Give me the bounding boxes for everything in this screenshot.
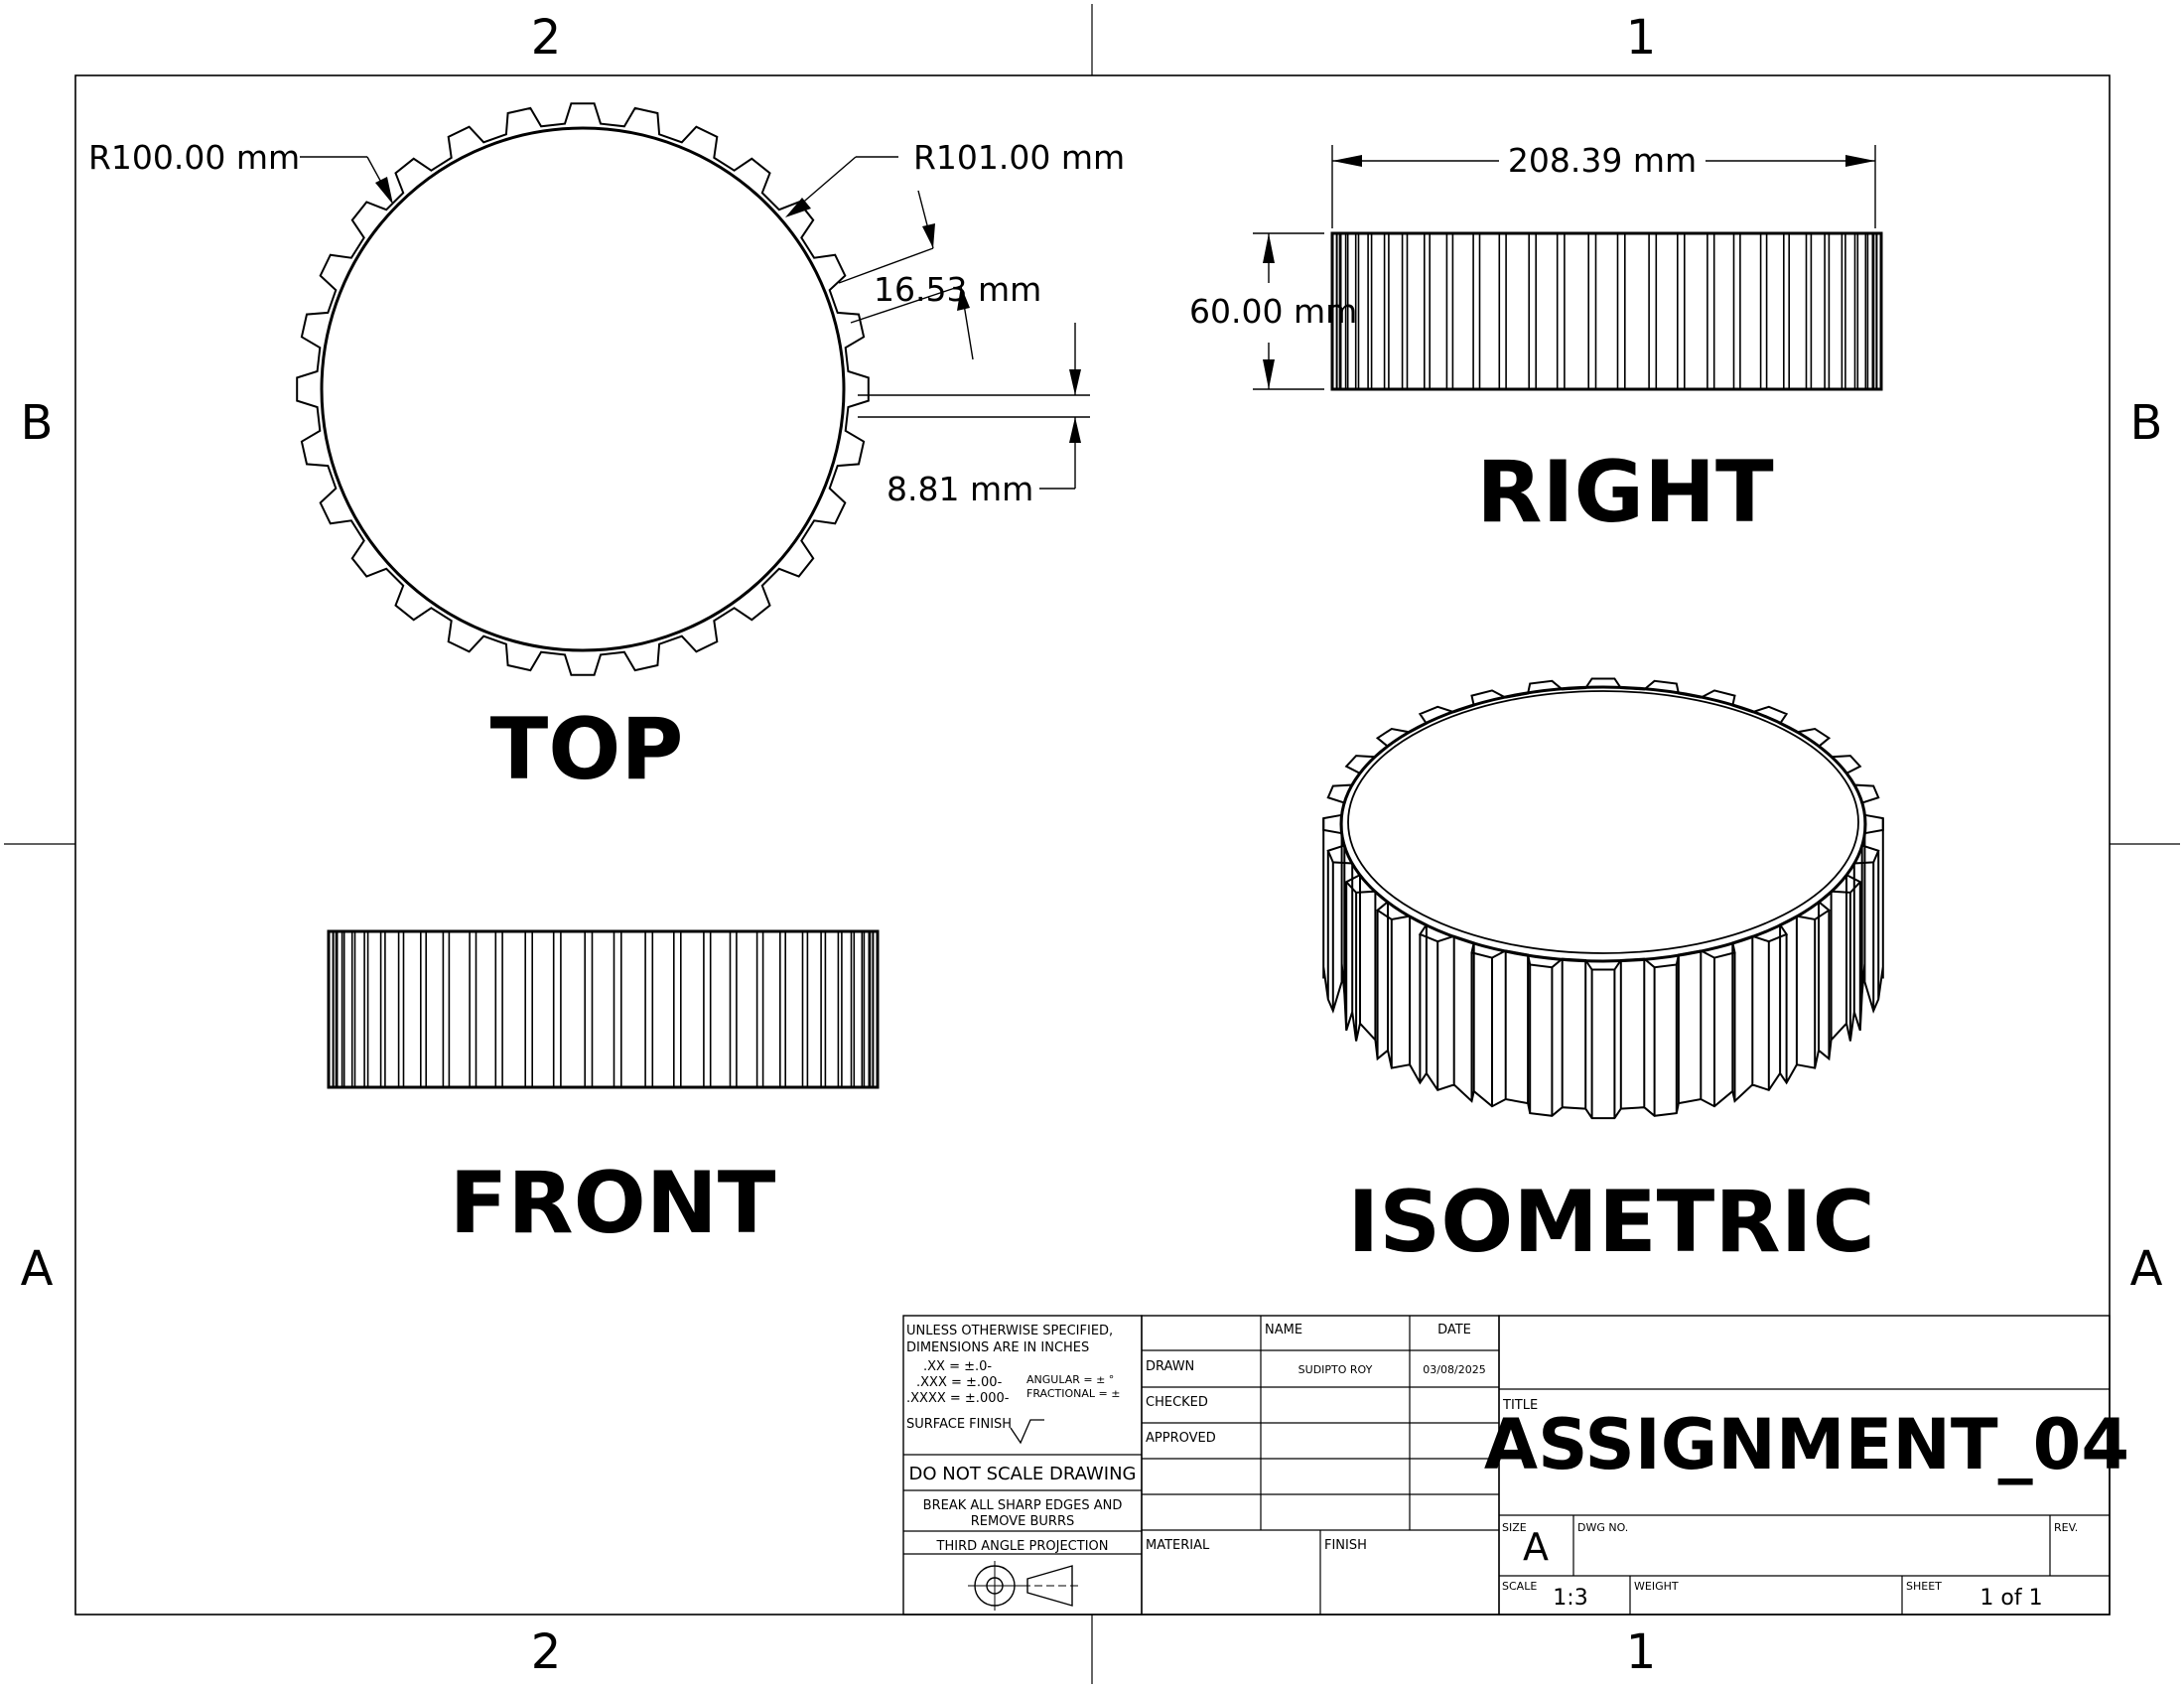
- zone-label-right-a: A: [2130, 1241, 2163, 1297]
- tb-sheet: 1 of 1: [1979, 1586, 2042, 1611]
- view-label-front: FRONT: [450, 1154, 776, 1253]
- tb-fractional: FRACTIONAL = ±: [1026, 1387, 1120, 1400]
- isometric-inner-rim: [1347, 690, 1859, 954]
- tb-title-label: TITLE: [1502, 1398, 1538, 1413]
- top-view: [296, 102, 870, 676]
- dim-diameter: 208.39 mm: [1508, 141, 1697, 180]
- tb-drawn-date: 03/08/2025: [1423, 1363, 1485, 1376]
- isometric-top-gear-outline: [1322, 677, 1884, 971]
- tb-projection: THIRD ANGLE PROJECTION: [936, 1539, 1109, 1554]
- zone-label-top-2: 2: [531, 10, 562, 66]
- view-label-right: RIGHT: [1476, 443, 1774, 542]
- tb-scale-label: SCALE: [1502, 1580, 1537, 1593]
- zone-label-right-b: B: [2130, 395, 2163, 451]
- top-view-inner-circle: [320, 126, 846, 652]
- view-label-isometric: ISOMETRIC: [1347, 1173, 1874, 1272]
- dim-tooth-width: 16.53 mm: [874, 270, 1041, 309]
- top-view-gear-outline: [296, 102, 870, 676]
- tb-scale: 1:3: [1553, 1586, 1587, 1611]
- dim-r100: R100.00 mm: [88, 138, 300, 177]
- tb-rev-label: REV.: [2054, 1521, 2078, 1534]
- tb-tol-xxx: .XXX = ±.00-: [916, 1375, 1003, 1390]
- tb-header-name: NAME: [1265, 1323, 1302, 1337]
- right-view-outline: [1330, 231, 1883, 391]
- zone-label-top-1: 1: [1626, 10, 1657, 66]
- tb-dwg-no-label: DWG NO.: [1577, 1521, 1628, 1534]
- dim-height: 60.00 mm: [1189, 292, 1357, 331]
- tb-break-edges-2: REMOVE BURRS: [971, 1514, 1074, 1529]
- right-view-dimensions: 208.39 mm 60.00 mm: [1189, 141, 1876, 390]
- isometric-inner-face: [1339, 685, 1867, 963]
- right-view: [1330, 231, 1883, 391]
- dim-r101: R101.00 mm: [913, 138, 1125, 177]
- front-view-ribs: [332, 931, 875, 1087]
- zone-label-left-b: B: [21, 395, 54, 451]
- tb-break-edges-1: BREAK ALL SHARP EDGES AND: [923, 1498, 1123, 1513]
- zone-label-left-a: A: [21, 1241, 54, 1297]
- tb-surface-finish: SURFACE FINISH: [906, 1417, 1012, 1432]
- surface-finish-symbol: [1010, 1419, 1044, 1445]
- isometric-side-faces: [1322, 814, 1884, 1120]
- tb-row-checked: CHECKED: [1146, 1395, 1208, 1410]
- front-view-outline: [327, 929, 880, 1089]
- tb-size-label: SIZE: [1502, 1521, 1527, 1534]
- tb-note-line1: UNLESS OTHERWISE SPECIFIED,: [906, 1324, 1113, 1338]
- tb-drawn-name: SUDIPTO ROY: [1298, 1363, 1373, 1376]
- top-view-dimensions: R100.00 mm R101.00 mm 16.53 mm 8.81 mm: [88, 138, 1125, 508]
- tb-finish-label: FINISH: [1324, 1538, 1367, 1553]
- dim-tooth-depth: 8.81 mm: [887, 470, 1033, 508]
- tb-note-line2: DIMENSIONS ARE IN INCHES: [906, 1340, 1089, 1355]
- third-angle-projection-icon: [968, 1561, 1078, 1611]
- front-view: [327, 929, 880, 1089]
- tb-do-not-scale: DO NOT SCALE DRAWING: [908, 1464, 1136, 1484]
- tb-tol-xxxx: .XXXX = ±.000-: [906, 1391, 1010, 1406]
- isometric-view: [1322, 677, 1884, 1120]
- right-view-ribs: [1335, 233, 1878, 389]
- tb-material-label: MATERIAL: [1146, 1538, 1210, 1553]
- tb-tol-xx: .XX = ±.0-: [923, 1359, 992, 1374]
- tb-angular: ANGULAR = ± °: [1026, 1373, 1114, 1386]
- tb-size: A: [1523, 1525, 1549, 1569]
- view-label-top: TOP: [490, 700, 684, 799]
- tb-row-approved: APPROVED: [1146, 1431, 1216, 1446]
- title-block: UNLESS OTHERWISE SPECIFIED, DIMENSIONS A…: [902, 1315, 2129, 1616]
- tb-weight-label: WEIGHT: [1634, 1580, 1679, 1593]
- tb-title: ASSIGNMENT_04: [1484, 1404, 2129, 1485]
- tb-row-drawn: DRAWN: [1146, 1359, 1194, 1374]
- tb-sheet-label: SHEET: [1906, 1580, 1942, 1593]
- zone-label-bottom-1: 1: [1626, 1624, 1657, 1680]
- tb-header-date: DATE: [1437, 1323, 1471, 1337]
- zone-label-bottom-2: 2: [531, 1624, 562, 1680]
